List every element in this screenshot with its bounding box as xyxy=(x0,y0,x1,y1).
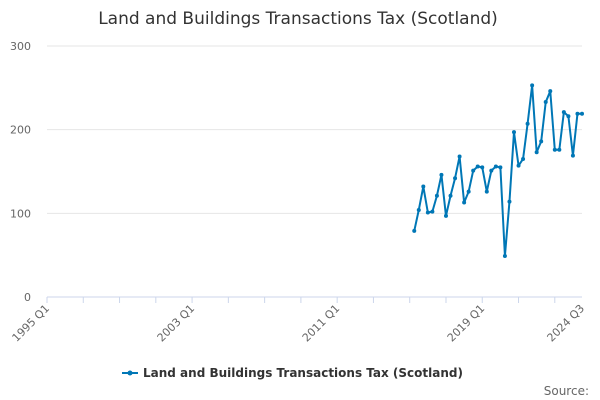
plot-area xyxy=(412,83,584,258)
data-point[interactable] xyxy=(412,228,417,233)
data-point[interactable] xyxy=(552,147,557,152)
data-point[interactable] xyxy=(453,176,458,181)
gridlines xyxy=(47,45,582,214)
data-point[interactable] xyxy=(484,189,489,194)
data-point[interactable] xyxy=(434,193,439,198)
x-tick-label: 2024 Q3 xyxy=(545,302,588,345)
data-point[interactable] xyxy=(521,156,526,161)
y-tick-label: 200 xyxy=(10,124,31,137)
data-point[interactable] xyxy=(480,165,485,170)
y-tick-label: 0 xyxy=(24,291,31,304)
data-point[interactable] xyxy=(561,110,566,115)
data-point[interactable] xyxy=(557,147,562,152)
data-point[interactable] xyxy=(580,111,584,116)
y-tick-label: 100 xyxy=(10,207,31,220)
data-point[interactable] xyxy=(493,164,498,169)
data-point[interactable] xyxy=(502,254,507,258)
data-point[interactable] xyxy=(489,168,494,173)
data-point[interactable] xyxy=(566,114,571,119)
data-point[interactable] xyxy=(466,189,471,194)
data-point[interactable] xyxy=(421,184,426,189)
x-tick-label: 2003 Q1 xyxy=(155,302,198,345)
data-point[interactable] xyxy=(548,89,553,94)
data-point[interactable] xyxy=(516,163,521,168)
data-point[interactable] xyxy=(443,213,448,218)
data-point[interactable] xyxy=(448,193,453,198)
data-point[interactable] xyxy=(471,168,476,173)
data-point[interactable] xyxy=(530,83,535,88)
y-tick-label: 300 xyxy=(10,40,31,53)
x-tick-label: 2019 Q1 xyxy=(445,302,488,345)
data-point[interactable] xyxy=(416,207,421,212)
chart-title: Land and Buildings Transactions Tax (Sco… xyxy=(98,9,498,29)
series-line[interactable] xyxy=(413,84,582,257)
legend-item-label: Land and Buildings Transactions Tax (Sco… xyxy=(143,366,463,380)
data-point[interactable] xyxy=(543,100,548,105)
data-point[interactable] xyxy=(498,165,503,170)
data-point[interactable] xyxy=(511,130,516,135)
data-point[interactable] xyxy=(507,199,512,204)
data-point[interactable] xyxy=(570,153,575,158)
legend-marker-icon xyxy=(127,370,133,376)
data-point[interactable] xyxy=(439,172,444,177)
x-tick-label: 1995 Q1 xyxy=(10,302,53,345)
data-point[interactable] xyxy=(534,150,539,155)
source-credit[interactable]: Source: xyxy=(544,384,589,398)
x-axis: 1995 Q1 2003 Q1 2011 Q1 2019 Q1 2024 Q3 xyxy=(10,296,588,345)
y-axis: 0 100 200 300 xyxy=(10,40,31,304)
data-point[interactable] xyxy=(425,210,430,215)
data-point[interactable] xyxy=(475,164,480,169)
x-tick-label: 2011 Q1 xyxy=(300,302,343,345)
data-point[interactable] xyxy=(430,209,435,214)
data-point[interactable] xyxy=(525,121,530,126)
data-point[interactable] xyxy=(575,111,580,116)
data-point[interactable] xyxy=(539,139,544,144)
data-point[interactable] xyxy=(462,200,467,205)
legend[interactable]: Land and Buildings Transactions Tax (Sco… xyxy=(122,366,463,380)
data-point[interactable] xyxy=(457,154,462,159)
